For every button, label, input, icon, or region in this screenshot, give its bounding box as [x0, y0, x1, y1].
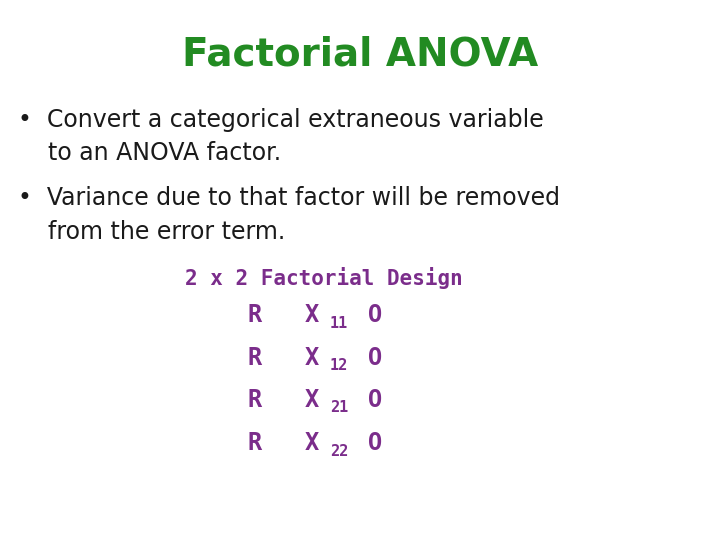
Text: Factorial ANOVA: Factorial ANOVA: [182, 36, 538, 74]
Text: 12: 12: [330, 359, 348, 374]
Text: to an ANOVA factor.: to an ANOVA factor.: [18, 141, 281, 165]
Text: O: O: [368, 388, 382, 412]
Text: X: X: [305, 431, 319, 455]
Text: 22: 22: [330, 443, 348, 458]
Text: X: X: [305, 303, 319, 327]
Text: X: X: [305, 346, 319, 370]
Text: X: X: [305, 388, 319, 412]
Text: O: O: [368, 431, 382, 455]
Text: 2 x 2 Factorial Design: 2 x 2 Factorial Design: [185, 267, 463, 289]
Text: R: R: [248, 346, 262, 370]
Text: O: O: [368, 303, 382, 327]
Text: O: O: [368, 346, 382, 370]
Text: •  Convert a categorical extraneous variable: • Convert a categorical extraneous varia…: [18, 108, 544, 132]
Text: R: R: [248, 431, 262, 455]
Text: from the error term.: from the error term.: [18, 220, 285, 244]
Text: R: R: [248, 303, 262, 327]
Text: •  Variance due to that factor will be removed: • Variance due to that factor will be re…: [18, 186, 560, 210]
Text: R: R: [248, 388, 262, 412]
Text: 21: 21: [330, 401, 348, 415]
Text: 11: 11: [330, 315, 348, 330]
